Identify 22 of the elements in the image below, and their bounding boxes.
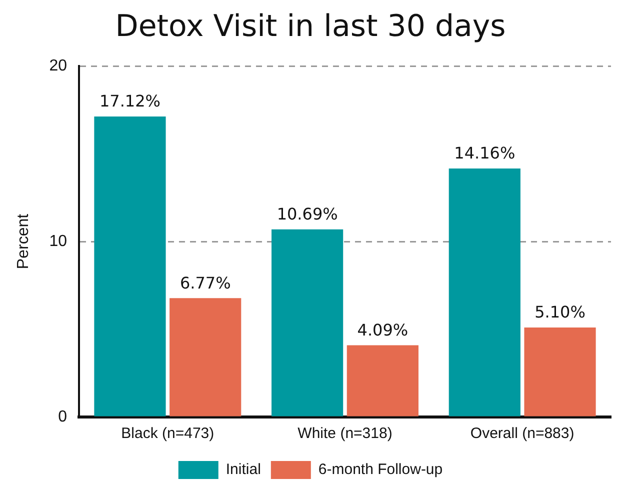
data-label: 5.10% [534,302,586,322]
chart-title: Detox Visit in last 30 days [115,8,506,44]
x-tick-label: Black (n=473) [121,425,214,442]
bar [170,298,242,416]
data-label: 10.69% [276,204,338,224]
data-label: 6.77% [180,273,231,292]
y-tick-label: 10 [49,232,68,250]
bar [346,345,418,416]
x-tick-label: Overall (n=883) [470,425,574,442]
bar [524,327,596,416]
bar [448,168,520,416]
data-label: 4.09% [357,320,408,340]
x-tick-label: White (n=318) [298,425,392,442]
legend-label: 6-month Follow-up [318,461,443,478]
bar [94,116,166,416]
legend-label: Initial [226,461,261,478]
bar [272,229,344,416]
data-label: 14.16% [454,144,516,163]
y-tick-label: 20 [49,57,68,74]
y-tick-label: 0 [58,408,68,426]
y-axis-title: Percent [15,213,32,270]
data-label: 17.12% [99,92,160,111]
